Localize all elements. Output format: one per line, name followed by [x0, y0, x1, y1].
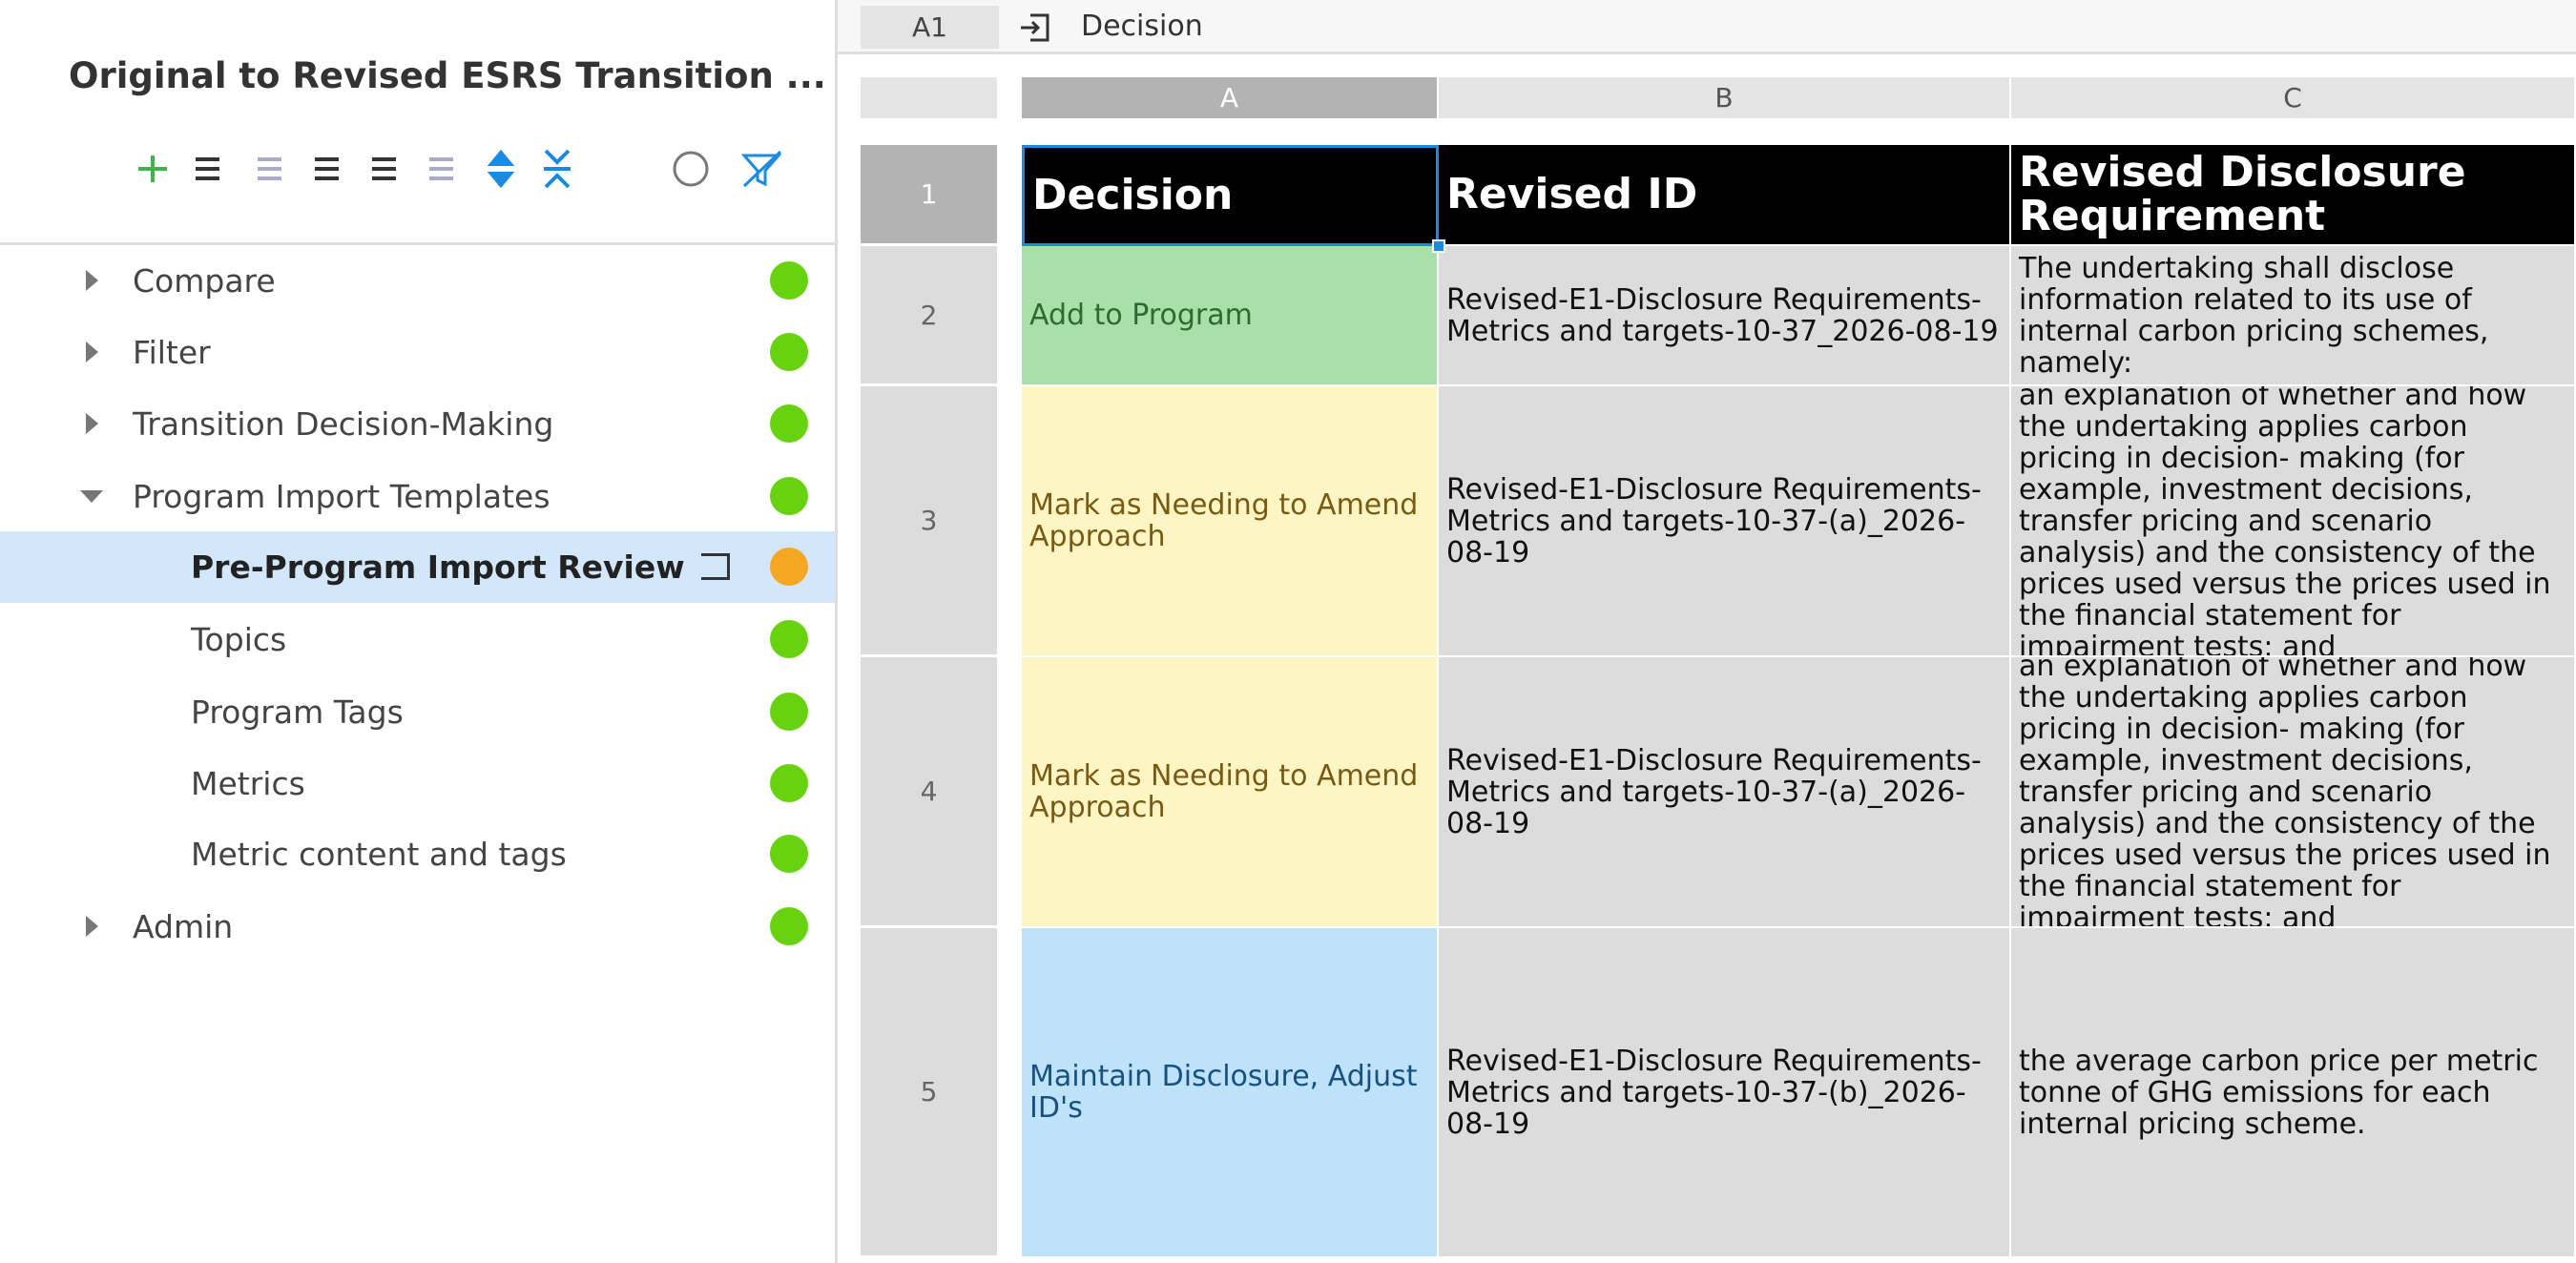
cell[interactable]: an explanation of whether and how the un… — [2011, 386, 2576, 657]
cell[interactable]: Mark as Needing to Amend Approach — [1022, 386, 1439, 657]
tree-item[interactable]: Program Import Templates — [0, 461, 835, 532]
tool-icon[interactable] — [673, 151, 709, 187]
cell[interactable]: Revised-E1-Disclosure Requirements-Metri… — [1439, 386, 2011, 657]
cell[interactable]: Revised-E1-Disclosure Requirements-Metri… — [1439, 928, 2011, 1258]
cell-ref[interactable]: A1 — [861, 6, 999, 49]
column-header[interactable]: B — [1439, 77, 2011, 120]
tree-label: Program Tags — [191, 694, 404, 731]
tool-icon[interactable] — [740, 150, 782, 188]
expand-arrow[interactable] — [86, 916, 98, 937]
row-number[interactable]: 1 — [861, 145, 999, 246]
tree-label: Compare — [133, 262, 276, 300]
cell[interactable]: The undertaking shall disclose informati… — [2011, 246, 2576, 386]
tool-icon[interactable] — [372, 157, 396, 180]
cell[interactable]: Maintain Disclosure, Adjust ID's — [1022, 928, 1439, 1258]
cell[interactable]: Revised ID — [1439, 145, 2011, 246]
tree-item[interactable]: Transition Decision-Making — [0, 388, 835, 460]
corner — [861, 77, 999, 120]
cell[interactable]: the average carbon price per metric tonn… — [2011, 928, 2576, 1258]
cell[interactable]: Mark as Needing to Amend Approach — [1022, 657, 1439, 928]
status-dot — [770, 404, 808, 443]
tree-label: Program Import Templates — [133, 478, 551, 515]
status-dot — [770, 835, 808, 873]
tree-label: Filter — [133, 334, 211, 371]
tree-item[interactable]: Compare — [0, 245, 835, 317]
tool-icon[interactable] — [487, 149, 515, 189]
tool-icon[interactable] — [138, 155, 167, 182]
cell[interactable]: Revised-E1-Disclosure Requirements-Metri… — [1439, 657, 2011, 928]
status-dot — [770, 261, 808, 300]
tree-item[interactable]: Pre-Program Import Review — [0, 531, 835, 603]
tree-item[interactable]: Filter — [0, 317, 835, 388]
tree-item[interactable]: Topics — [0, 604, 835, 675]
expand-arrow[interactable] — [80, 490, 103, 503]
tree-label: Transition Decision-Making — [133, 405, 554, 443]
expand-arrow[interactable] — [86, 413, 98, 434]
row-number[interactable]: 5 — [861, 928, 999, 1258]
expand-arrow[interactable] — [86, 342, 98, 362]
expand-arrow[interactable] — [86, 270, 98, 291]
import-icon — [701, 553, 730, 580]
column-header[interactable]: A — [1022, 77, 1439, 120]
sidebar: Original to Revised ESRS Transition ... … — [0, 0, 838, 1263]
tree-item[interactable]: Metrics — [0, 748, 835, 819]
tree-label: Admin — [133, 908, 234, 945]
toolbar — [138, 149, 782, 189]
status-dot — [770, 477, 808, 515]
cell[interactable]: Decision — [1022, 145, 1439, 246]
tree-label: Pre-Program Import Review — [191, 549, 685, 586]
row-number[interactable]: 4 — [861, 657, 999, 928]
cell[interactable]: an explanation of whether and how the un… — [2011, 657, 2576, 928]
status-dot — [770, 764, 808, 802]
tool-icon[interactable] — [544, 149, 571, 189]
cell[interactable]: Revised Disclosure Requirement — [2011, 145, 2576, 246]
import-icon — [1021, 13, 1049, 42]
cell[interactable]: Revised-E1-Disclosure Requirements-Metri… — [1439, 246, 2011, 386]
sidebar-title: Original to Revised ESRS Transition ... — [69, 55, 826, 96]
row-number[interactable]: 3 — [861, 386, 999, 657]
formula-bar: A1 Decision — [838, 0, 2576, 54]
status-dot — [770, 548, 808, 586]
tool-icon[interactable] — [258, 157, 281, 180]
tree-label: Topics — [191, 621, 287, 658]
column-header[interactable]: C — [2011, 77, 2576, 120]
divider — [0, 242, 835, 245]
formula-value: Decision — [1081, 10, 1203, 43]
cell[interactable]: Add to Program — [1022, 246, 1439, 386]
selection-handle — [1432, 239, 1445, 253]
tree-item[interactable]: Program Tags — [0, 676, 835, 748]
tree-label: Metric content and tags — [191, 836, 567, 873]
status-dot — [770, 333, 808, 371]
tree-item[interactable]: Metric content and tags — [0, 818, 835, 890]
tool-icon[interactable] — [196, 157, 219, 180]
status-dot — [770, 693, 808, 731]
row-number[interactable]: 2 — [861, 246, 999, 386]
status-dot — [770, 620, 808, 658]
tool-icon[interactable] — [429, 157, 453, 180]
tree-item[interactable]: Admin — [0, 891, 835, 963]
tree-label: Metrics — [191, 765, 305, 802]
tool-icon[interactable] — [315, 157, 339, 180]
status-dot — [770, 907, 808, 945]
